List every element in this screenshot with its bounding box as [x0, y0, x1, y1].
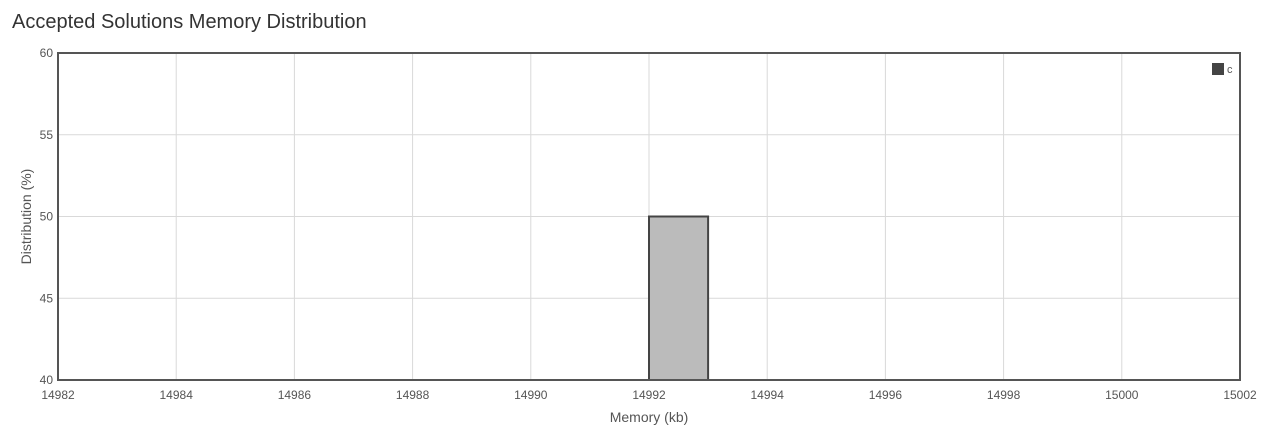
legend[interactable]: c — [1212, 63, 1233, 76]
y-tick-label: 50 — [40, 210, 54, 224]
x-tick-labels: 14982 14984 14986 14988 14990 14992 14994 14996… — [41, 388, 1257, 402]
y-tick-label: 60 — [40, 46, 54, 60]
plot-frame — [57, 52, 1241, 381]
x-tick-label: 14998 — [987, 388, 1021, 402]
y-axis-label: Distribution (%) — [18, 169, 34, 265]
bar[interactable] — [648, 215, 710, 381]
x-tick-label: 14996 — [869, 388, 903, 402]
x-axis-label: Memory (kb) — [610, 409, 689, 425]
x-tick-label: 15002 — [1223, 388, 1257, 402]
y-tick-label: 45 — [40, 291, 54, 305]
legend-label[interactable]: c — [1227, 64, 1233, 76]
x-tick-label: 14984 — [160, 388, 194, 402]
x-tick-label: 14992 — [632, 388, 666, 402]
x-tick-label: 14986 — [278, 388, 312, 402]
chart-title: Accepted Solutions Memory Distribution — [12, 11, 367, 33]
x-tick-label: 14982 — [41, 388, 75, 402]
x-tick-label: 14990 — [514, 388, 548, 402]
y-tick-labels: 40 45 50 55 60 — [40, 46, 54, 387]
y-tick-label: 55 — [40, 128, 54, 142]
x-tick-label: 14988 — [396, 388, 430, 402]
x-tick-label: 15000 — [1105, 388, 1139, 402]
y-tick-label: 40 — [40, 373, 54, 387]
bars — [648, 215, 710, 381]
legend-swatch[interactable] — [1212, 63, 1224, 75]
x-tick-label: 14994 — [751, 388, 785, 402]
